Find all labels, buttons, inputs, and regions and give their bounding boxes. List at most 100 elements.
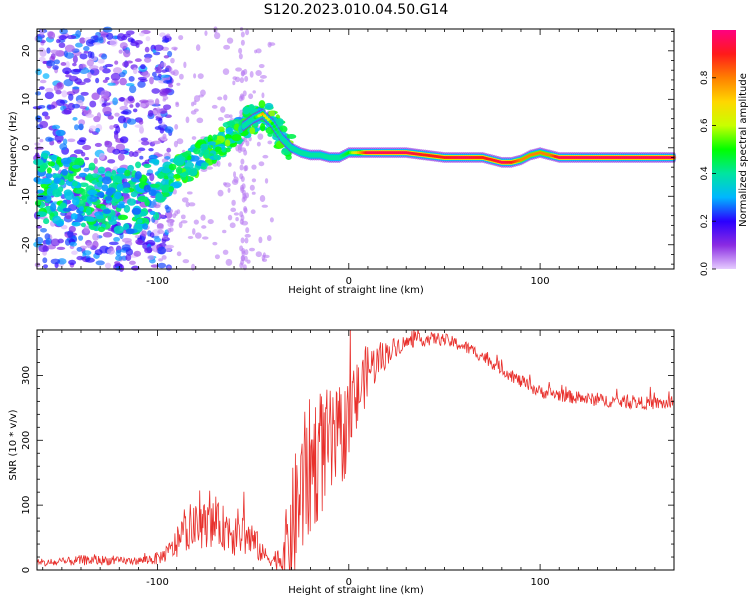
- heatmap-noise-cell: [128, 151, 134, 157]
- heatmap-noise-cell: [220, 106, 226, 113]
- heatmap-noise-cell: [45, 237, 53, 246]
- heatmap-noise-cell: [107, 115, 114, 120]
- heatmap-noise-cell: [69, 241, 77, 247]
- heatmap-noise-cell: [84, 156, 90, 161]
- heatmap-blob: [74, 157, 85, 166]
- heatmap-noise-cell: [166, 212, 172, 218]
- heatmap-blob: [143, 184, 151, 193]
- heatmap-noise-cell: [223, 44, 231, 50]
- heatmap-noise-cell: [49, 140, 55, 146]
- heatmap-noise-cell: [239, 109, 244, 116]
- heatmap-blob: [72, 196, 80, 206]
- heatmap-noise-cell: [144, 46, 150, 53]
- heatmap-ridge-core: [264, 116, 269, 120]
- heatmap-blob: [80, 188, 86, 196]
- heatmap-ridge-core: [268, 120, 272, 124]
- heatmap-noise-cell: [222, 229, 227, 234]
- heatmap-blob: [89, 195, 98, 203]
- heatmap-noise-cell: [192, 228, 196, 235]
- heatmap-noise-cell: [128, 260, 136, 265]
- heatmap-noise-cell: [99, 97, 105, 105]
- heatmap-noise-cell: [156, 107, 161, 114]
- heatmap-noise-cell: [212, 241, 218, 246]
- heatmap-noise-cell: [191, 136, 197, 140]
- heatmap-noise-cell: [44, 91, 54, 100]
- heatmap-noise-cell: [78, 123, 84, 131]
- heatmap-blob: [61, 168, 68, 176]
- heatmap-blob: [286, 133, 297, 139]
- heatmap-noise-cell: [51, 124, 61, 130]
- heatmap-noise-cell: [83, 167, 90, 173]
- heatmap-blob: [116, 183, 124, 192]
- heatmap-noise-cell: [162, 95, 169, 100]
- spectrogram-x-ticks: -100 0 100: [42, 29, 675, 287]
- heatmap-noise-cell: [72, 55, 78, 64]
- heatmap-noise-cell: [67, 138, 76, 143]
- heatmap-noise-cell: [133, 250, 142, 257]
- heatmap-noise-cell: [61, 90, 68, 98]
- heatmap-noise-cell: [180, 214, 186, 220]
- heatmap-noise-cell: [239, 93, 244, 100]
- heatmap-blob: [173, 174, 181, 179]
- heatmap-noise-cell: [94, 142, 102, 148]
- heatmap-noise-cell: [114, 112, 120, 117]
- heatmap-blob: [50, 202, 57, 212]
- heatmap-ridge-core: [270, 122, 274, 126]
- heatmap-noise-cell: [269, 42, 276, 46]
- heatmap-ridge-core: [285, 142, 290, 146]
- heatmap-noise-cell: [87, 51, 93, 58]
- heatmap-noise-cell: [244, 233, 251, 238]
- heatmap-noise-cell: [140, 137, 149, 142]
- heatmap-blob: [85, 207, 92, 216]
- heatmap-noise-cell: [140, 64, 146, 70]
- colorbar: 0.0 0.2 0.4 0.6 0.8 Normalized spectral ampl…: [700, 30, 749, 276]
- heatmap-blob: [33, 158, 44, 166]
- heatmap-noise-cell: [248, 247, 256, 252]
- heatmap-noise-cell: [225, 258, 233, 266]
- heatmap-noise-cell: [85, 39, 96, 47]
- heatmap-noise-cell: [59, 143, 68, 151]
- heatmap-noise-cell: [102, 65, 108, 69]
- heatmap-noise-cell: [152, 71, 157, 77]
- heatmap-noise-cell: [161, 69, 168, 73]
- heatmap-ridge-core: [276, 130, 280, 134]
- heatmap-blob: [37, 165, 46, 173]
- heatmap-blob: [52, 215, 62, 225]
- heatmap-blob: [70, 213, 78, 220]
- heatmap-blob: [114, 191, 122, 200]
- heatmap-noise-cell: [146, 246, 153, 254]
- heatmap-blob: [108, 219, 117, 226]
- heatmap-noise-cell: [255, 251, 262, 258]
- heatmap-noise-cell: [35, 68, 42, 76]
- heatmap-blob: [167, 172, 175, 180]
- heatmap-blob: [53, 177, 61, 184]
- heatmap-blob: [59, 202, 67, 209]
- heatmap-noise-cell: [72, 103, 81, 109]
- heatmap-noise-cell: [143, 57, 152, 63]
- heatmap-noise-cell: [72, 62, 77, 67]
- heatmap-blob: [80, 222, 86, 228]
- heatmap-noise-cell: [38, 47, 45, 51]
- heatmap-noise-cell: [114, 60, 119, 65]
- snr-x-axis-label: Height of straight line (km): [288, 585, 424, 596]
- y-tick-label: 200: [21, 431, 32, 450]
- heatmap-blob: [87, 189, 98, 196]
- heatmap-noise-cell: [239, 184, 244, 191]
- heatmap-noise-cell: [239, 164, 244, 171]
- heatmap-noise-cell: [112, 97, 118, 106]
- heatmap-noise-cell: [207, 219, 214, 225]
- heatmap-noise-cell: [238, 47, 243, 54]
- heatmap-blob: [188, 155, 200, 162]
- heatmap-noise-cell: [214, 254, 220, 260]
- heatmap-noise-cell: [185, 201, 190, 208]
- heatmap-noise-cell: [246, 259, 251, 264]
- heatmap-noise-cell: [185, 116, 190, 124]
- heatmap-blob: [35, 211, 47, 218]
- heatmap-noise-cell: [52, 65, 59, 70]
- heatmap-noise-cell: [83, 225, 90, 234]
- heatmap-noise-cell: [222, 68, 230, 75]
- heatmap-noise-cell: [53, 84, 59, 92]
- heatmap-ridge-core: [282, 138, 286, 142]
- heatmap-noise-cell: [89, 100, 97, 108]
- heatmap-noise-cell: [93, 157, 98, 164]
